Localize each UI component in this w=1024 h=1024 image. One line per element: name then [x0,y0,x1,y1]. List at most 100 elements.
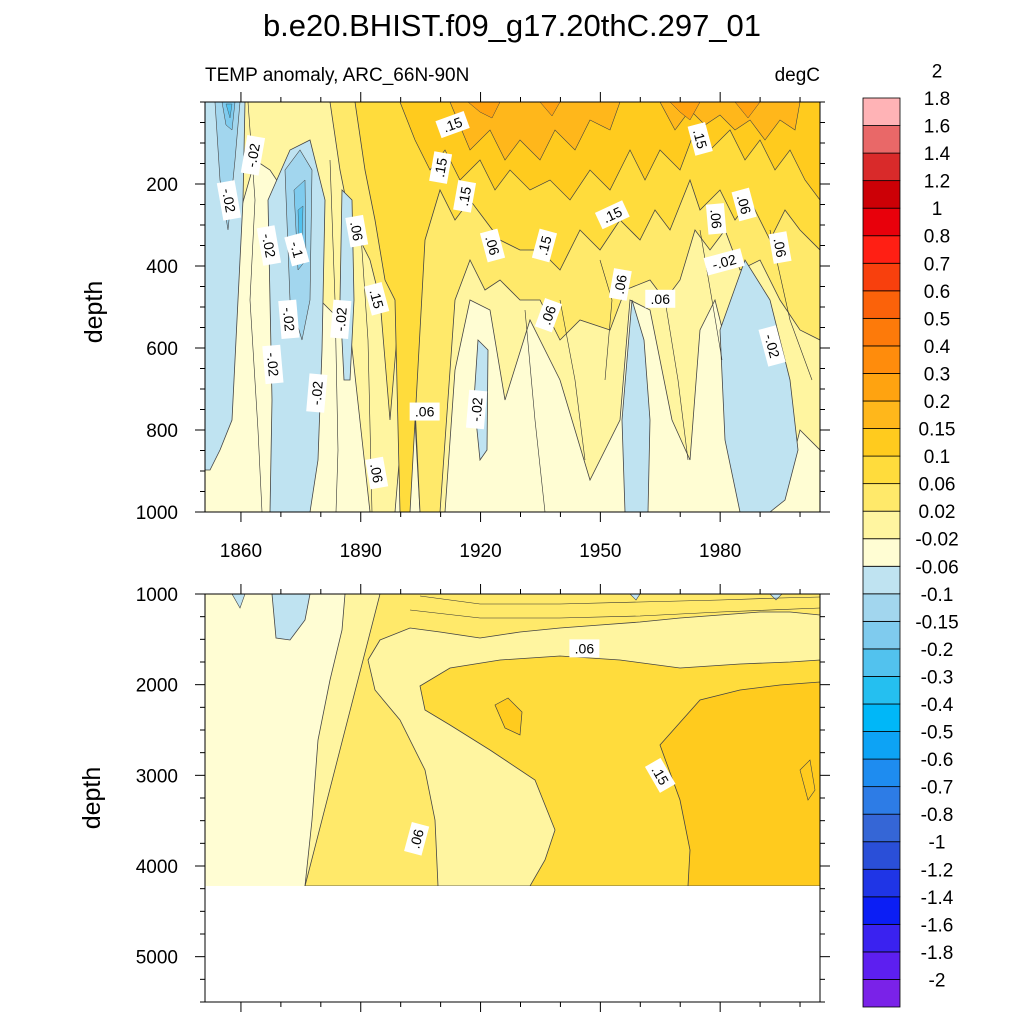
colorbar-swatch [862,841,901,870]
contour-label: .06 [768,231,792,264]
contour-label: .06 [705,203,727,235]
colorbar-label: -0.02 [915,530,958,551]
contour-label-text: .06 [482,234,503,257]
contour-label-box [330,299,352,340]
bottom-fill-neg002-b [231,594,783,609]
colorbar-label: -1 [929,833,946,854]
colorbar-label: 1.2 [924,172,950,193]
y-tick-label: 600 [146,339,178,360]
contour-label: .06 [608,268,632,301]
contour-label: -.02 [703,248,745,276]
colorbar-label: 0.5 [924,309,950,330]
colorbar-label: 0.4 [924,337,951,358]
colorbar-swatch [862,97,901,126]
colorbar-label: -0.06 [915,557,958,578]
colorbar-label: -0.5 [921,723,954,744]
contour-label-text: .15 [441,114,465,136]
colorbar-swatch [862,428,901,457]
y-tick-label: 400 [146,257,178,278]
contour-label-text: .06 [651,291,671,307]
chart-subtitle-units: degC [775,65,820,86]
x-tick-label: 1950 [579,541,621,562]
contour-label-box [569,639,600,658]
contour-label-text: -.02 [468,397,486,423]
contour-label-text: .06 [707,208,725,229]
contour-label-text: -.02 [243,142,263,169]
colorbar-label: -0.1 [921,585,954,606]
contour-label-text: .06 [406,827,427,850]
colorbar-label: -2 [929,970,946,991]
x-tick-label: 1860 [220,541,262,562]
colorbar-label: 0.02 [919,502,956,523]
bottom-fill-015 [659,681,820,886]
x-tick-label: 1980 [699,541,741,562]
colorbar-label: 0.3 [924,364,950,385]
contour-label: -.02 [758,325,786,367]
contour-label-box [758,325,786,367]
colorbar-label: 0.6 [924,282,950,303]
contour-label-text: .06 [734,193,755,216]
contour-label-box [404,821,430,856]
contour-label-box [216,180,242,221]
contour-label-box [365,456,389,490]
contour-label: -.02 [330,299,352,340]
contour-label-box [731,187,757,222]
contour-label-text: -.02 [264,352,282,378]
colorbar-label: 1.8 [924,89,950,110]
contour-label-box [278,299,300,340]
contour-label-box [435,110,470,139]
colorbar-swatch [862,317,901,347]
contour-label-text: -.02 [710,251,738,273]
colorbar-label: -0.8 [921,805,954,826]
colorbar-label: -1.8 [921,943,954,964]
contour-label: .06 [345,214,369,248]
colorbar-swatch [862,125,901,154]
contour-label-box [645,289,676,308]
contour-label: -.02 [216,180,242,221]
contour-label: .15 [644,757,676,793]
bottom-panel: 1000 2000 3000 4000 5000 .06 .15 .06 depth [78,584,830,1012]
top-panel-ticks: 1860 1890 1920 1950 1980 200 400 600 800 1000 [136,92,830,562]
colorbar-label: -0.6 [921,750,954,771]
contour-label-text: .15 [534,234,555,257]
contour-label-box [306,373,328,413]
colorbar-swatch [862,235,901,264]
colorbar-swatch [862,593,901,622]
contour-label-box [608,268,632,301]
y-tick-label: 1000 [136,503,178,524]
contour-label: -.02 [306,373,328,413]
bottom-panel-ticks: 1000 2000 3000 4000 5000 [136,584,830,1012]
contour-label-box [703,248,745,276]
contour-label: .15 [453,179,477,213]
colorbar-swatch [862,180,901,209]
contour-label-text: .15 [366,287,387,310]
colorbar-label: 1 [932,199,943,220]
colorbar-swatch [862,400,901,429]
bottom-fill-015-edge [799,759,816,801]
colorbar-swatch [862,896,901,925]
colorbar-swatch [862,923,901,953]
contour-label: .06 [404,821,430,856]
contour-label: .06 [645,289,676,308]
bottom-fill-015-blob [494,697,523,736]
colorbar-swatch [862,565,901,595]
contour-label-text: .06 [367,462,386,484]
bottom-fill-neg002 [271,594,311,641]
colorbar-swatch [862,703,901,732]
contour-label: -.02 [465,389,488,430]
x-tick-label: 1890 [340,541,382,562]
colorbar-label: -0.15 [915,612,958,633]
contour-label: .15 [594,200,630,230]
bottom-extra-contours [409,595,820,619]
colorbar-label: -1.2 [921,860,954,881]
colorbar-swatch [862,648,901,677]
colorbar-swatch [862,455,901,485]
contour-label: .06 [409,402,440,421]
contour-label-text: -.02 [280,307,298,333]
contour-label: .06 [534,298,563,333]
bottom-y-axis-label: depth [78,767,106,830]
contour-label-box [256,225,282,266]
colorbar-swatch [862,813,901,843]
y-tick-label: 2000 [136,676,178,697]
